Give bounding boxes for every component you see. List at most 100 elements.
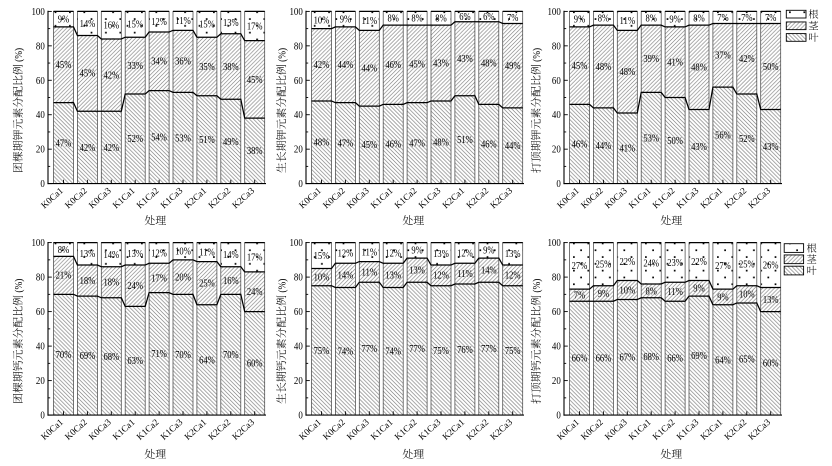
svg-text:8%: 8% — [646, 286, 657, 297]
svg-text:7%: 7% — [574, 291, 585, 302]
svg-text:0: 0 — [298, 179, 302, 190]
svg-text:10%: 10% — [739, 290, 755, 301]
svg-text:(%): (%) — [276, 278, 288, 292]
svg-text:9%: 9% — [340, 15, 351, 26]
svg-text:9%: 9% — [483, 246, 494, 257]
svg-text:20: 20 — [552, 145, 561, 156]
svg-text:37%: 37% — [715, 51, 731, 62]
svg-text:51%: 51% — [199, 135, 215, 146]
svg-text:(%): (%) — [531, 48, 543, 62]
svg-text:9%: 9% — [411, 246, 422, 257]
svg-text:70%: 70% — [223, 350, 239, 361]
svg-text:8%: 8% — [58, 245, 69, 256]
svg-text:11%: 11% — [457, 269, 473, 280]
svg-text:45%: 45% — [56, 60, 72, 71]
svg-text:20: 20 — [294, 376, 303, 387]
svg-text:75%: 75% — [314, 346, 330, 357]
svg-text:68%: 68% — [643, 352, 659, 363]
svg-text:13%: 13% — [409, 266, 425, 277]
svg-text:60%: 60% — [763, 359, 779, 370]
svg-text:80: 80 — [294, 273, 303, 284]
svg-text:56%: 56% — [715, 131, 731, 142]
svg-text:38%: 38% — [247, 146, 263, 157]
svg-text:11%: 11% — [361, 16, 377, 27]
svg-text:67%: 67% — [619, 353, 635, 364]
svg-text:77%: 77% — [361, 344, 377, 355]
svg-text:60: 60 — [294, 76, 303, 87]
svg-text:20: 20 — [294, 145, 303, 156]
svg-text:20%: 20% — [175, 272, 191, 283]
svg-text:60: 60 — [36, 307, 45, 318]
svg-text:7%: 7% — [717, 13, 728, 24]
svg-text:69%: 69% — [80, 351, 96, 362]
svg-text:46%: 46% — [572, 139, 588, 150]
svg-text:43%: 43% — [433, 58, 449, 69]
svg-text:43%: 43% — [691, 142, 707, 153]
svg-text:52%: 52% — [739, 134, 755, 145]
svg-text:0: 0 — [40, 179, 44, 190]
svg-text:48%: 48% — [433, 138, 449, 149]
svg-text:13%: 13% — [385, 271, 401, 282]
svg-text:44%: 44% — [596, 141, 612, 152]
svg-text:11%: 11% — [361, 267, 377, 278]
svg-text:16%: 16% — [103, 21, 119, 32]
svg-text:46%: 46% — [385, 60, 401, 71]
svg-text:40: 40 — [294, 110, 303, 121]
svg-text:24%: 24% — [247, 287, 263, 298]
svg-text:14%: 14% — [80, 19, 96, 30]
svg-text:24%: 24% — [643, 259, 659, 270]
svg-text:46%: 46% — [481, 139, 497, 150]
svg-text:34%: 34% — [151, 57, 167, 68]
svg-text:6%: 6% — [483, 12, 494, 23]
svg-text:60: 60 — [552, 76, 561, 87]
svg-text:0: 0 — [298, 411, 302, 422]
svg-text:12%: 12% — [385, 248, 401, 259]
svg-text:(%): (%) — [276, 48, 288, 62]
svg-text:33%: 33% — [127, 61, 143, 72]
svg-text:80: 80 — [552, 273, 561, 284]
svg-text:50%: 50% — [667, 136, 683, 147]
svg-text:9%: 9% — [717, 292, 728, 303]
svg-text:66%: 66% — [596, 354, 612, 365]
svg-text:24%: 24% — [127, 281, 143, 292]
svg-text:51%: 51% — [457, 135, 473, 146]
svg-text:49%: 49% — [223, 137, 239, 148]
svg-text:15%: 15% — [199, 20, 215, 31]
svg-text:8%: 8% — [693, 14, 704, 25]
svg-text:12%: 12% — [505, 271, 521, 282]
svg-text:27%: 27% — [715, 261, 731, 272]
svg-text:68%: 68% — [103, 352, 119, 363]
svg-text:25%: 25% — [596, 260, 612, 271]
svg-text:42%: 42% — [103, 143, 119, 154]
svg-text:54%: 54% — [151, 132, 167, 143]
svg-text:45%: 45% — [247, 75, 263, 86]
svg-text:0: 0 — [556, 179, 560, 190]
svg-text:64%: 64% — [199, 355, 215, 366]
svg-text:9%: 9% — [574, 15, 585, 26]
svg-text:75%: 75% — [433, 346, 449, 357]
svg-text:80: 80 — [36, 273, 45, 284]
svg-text:0: 0 — [40, 411, 44, 422]
svg-text:20: 20 — [36, 145, 45, 156]
svg-text:70%: 70% — [175, 350, 191, 361]
svg-text:22%: 22% — [691, 257, 707, 268]
svg-text:13%: 13% — [433, 249, 449, 260]
svg-text:15%: 15% — [127, 20, 143, 31]
svg-text:70%: 70% — [56, 350, 72, 361]
svg-text:11%: 11% — [199, 247, 215, 258]
svg-text:66%: 66% — [667, 354, 683, 365]
svg-text:66%: 66% — [572, 354, 588, 365]
svg-text:9%: 9% — [669, 15, 680, 26]
svg-text:13%: 13% — [763, 295, 779, 306]
svg-text:42%: 42% — [103, 70, 119, 81]
svg-text:10%: 10% — [314, 272, 330, 283]
svg-text:35%: 35% — [199, 62, 215, 73]
svg-text:8%: 8% — [388, 14, 399, 25]
svg-text:12%: 12% — [433, 271, 449, 282]
svg-text:18%: 18% — [80, 276, 96, 287]
svg-text:14%: 14% — [481, 266, 497, 277]
svg-text:27%: 27% — [572, 261, 588, 272]
svg-text:21%: 21% — [56, 271, 72, 282]
svg-text:10%: 10% — [175, 247, 191, 258]
svg-text:12%: 12% — [151, 17, 167, 28]
